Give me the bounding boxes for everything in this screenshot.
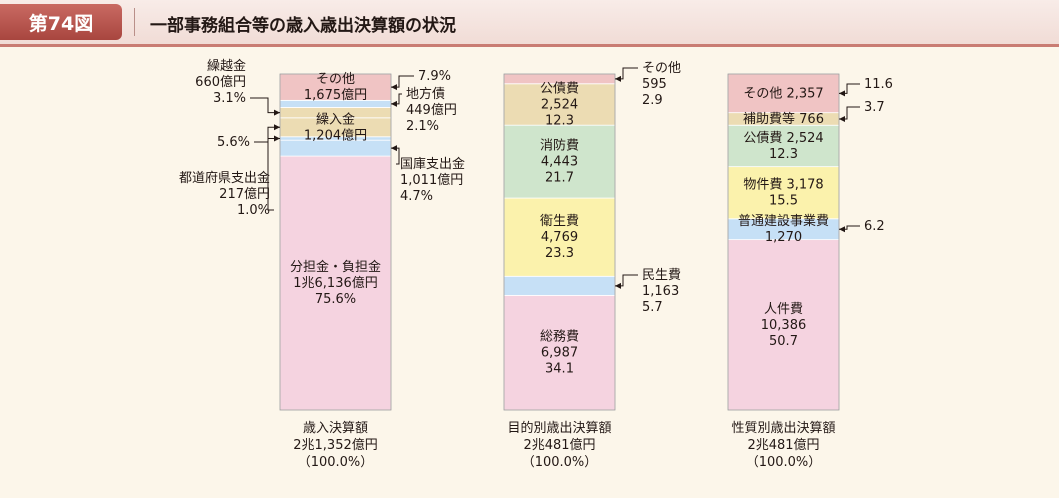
segment-label: 人件費 [764, 302, 803, 317]
segment-label: 2,524 [541, 97, 578, 112]
segment-label: 50.7 [769, 334, 798, 349]
bar-outline [279, 73, 392, 411]
segment-callout-label: 7.9% [418, 69, 451, 84]
bar-segment [727, 124, 840, 168]
segment-label: 消防費 [540, 138, 579, 154]
segment-callout-label: 2.9 [642, 93, 663, 108]
figure-header: 第74図 一部事務組合等の歳入歳出決算額の状況 [0, 0, 1059, 47]
segment-label: 普通建設事業費 [738, 213, 829, 229]
callout-leader-line [839, 106, 860, 120]
segment-callout-label: 6.2 [864, 219, 885, 234]
segment-label: 21.7 [545, 171, 574, 186]
segment-label: 公債費 2,524 [743, 131, 823, 146]
header-divider [134, 8, 135, 36]
segment-label: 6,987 [541, 346, 578, 361]
bar-segment [503, 275, 616, 296]
callout-arrowhead [615, 282, 621, 289]
segment-callout-label: 3.7 [864, 100, 885, 115]
callout-arrowhead [839, 115, 845, 122]
chart-title: 一部事務組合等の歳入歳出決算額の状況 [150, 16, 456, 36]
bar-caption: 目的別歳出決算額 [507, 420, 611, 436]
segment-label: 4,443 [541, 155, 578, 170]
segment-label: 1,204億円 [304, 127, 367, 143]
bar-caption: 2兆481億円 [523, 437, 595, 453]
callout-arrowhead [391, 84, 397, 91]
segment-callout-label: 1,163 [642, 284, 679, 299]
bar-segment [503, 294, 616, 411]
segment-callout-label: 民生費 [642, 268, 681, 283]
segment-label: 23.3 [545, 246, 574, 261]
segment-label: 10,386 [761, 318, 807, 333]
segment-label: 公債費 [540, 81, 579, 96]
segment-label: 12.3 [545, 113, 574, 128]
bar-caption: 2兆1,352億円 [293, 437, 378, 453]
segment-label: 物件費 3,178 [743, 178, 823, 193]
bar-segment [727, 166, 840, 220]
figure-number-badge: 第74図 [0, 4, 122, 40]
segment-callout-label: 595 [642, 77, 667, 92]
segment-label: 75.6% [315, 292, 356, 307]
bar-caption: （100.0%） [298, 455, 374, 470]
segment-label: 総務費 [540, 330, 579, 345]
segment-label: 補助費等 766 [743, 111, 824, 127]
bar-caption: 性質別歳出決算額 [731, 421, 835, 436]
callout-arrowhead [274, 135, 280, 142]
segment-callout-label: その他 [642, 61, 681, 76]
bar-segment [727, 73, 840, 114]
segment-callout-label: 国庫支出金 [400, 156, 465, 172]
callout-arrowhead [615, 75, 621, 82]
segment-label: 分担金・負担金 [290, 259, 381, 275]
segment-callout-label: 都道府県支出金 [179, 170, 270, 186]
bar-caption: （100.0%） [522, 455, 598, 470]
segment-callout-label: 地方債 [406, 86, 445, 102]
callout-arrowhead [839, 90, 845, 97]
bar-segment [503, 124, 616, 199]
segment-label: 衛生費 [540, 214, 579, 229]
callout-arrowhead [274, 109, 280, 116]
segment-callout-label: 217億円 [219, 186, 270, 202]
segment-label: 12.3 [769, 147, 798, 162]
segment-label: 繰入金 [316, 111, 355, 127]
callout-arrowhead [839, 226, 845, 233]
segment-callout-label: 繰越金 [207, 58, 246, 74]
bar-outline [503, 73, 616, 411]
segment-label: 4,769 [541, 230, 578, 245]
segment-callout-label: 4.7% [400, 189, 433, 204]
segment-callout-label: 660億円 [195, 74, 246, 90]
segment-callout-label: 5.7 [642, 300, 663, 315]
bar-segment [727, 239, 840, 411]
segment-label: 1,675億円 [304, 87, 367, 103]
segment-callout-label: 5.6% [217, 135, 250, 150]
bar-caption: 歳入決算額 [303, 421, 368, 436]
callout-arrowhead [391, 145, 397, 152]
segment-label: 15.5 [769, 194, 798, 209]
segment-callout-label: 449億円 [406, 102, 457, 118]
segment-callout-label: 1.0% [237, 203, 270, 218]
bar-caption: 2兆481億円 [747, 437, 819, 453]
bar-segment [503, 197, 616, 277]
bar-caption: （100.0%） [746, 455, 822, 470]
segment-callout-label: 11.6 [864, 77, 893, 92]
segment-label: 34.1 [545, 362, 574, 377]
bar-segment [503, 83, 616, 126]
segment-label: 1兆6,136億円 [293, 275, 378, 291]
segment-callout-label: 2.1% [406, 119, 439, 134]
segment-callout-label: 1,011億円 [400, 172, 463, 188]
segment-label: その他 2,357 [743, 86, 823, 101]
segment-label: 1,270 [765, 230, 802, 245]
callout-arrowhead [391, 100, 397, 107]
bar-outline [727, 73, 840, 411]
callout-arrowhead [274, 124, 280, 131]
segment-label: その他 [316, 72, 355, 87]
segment-callout-label: 3.1% [213, 91, 246, 106]
callout-leader-line [391, 147, 400, 165]
